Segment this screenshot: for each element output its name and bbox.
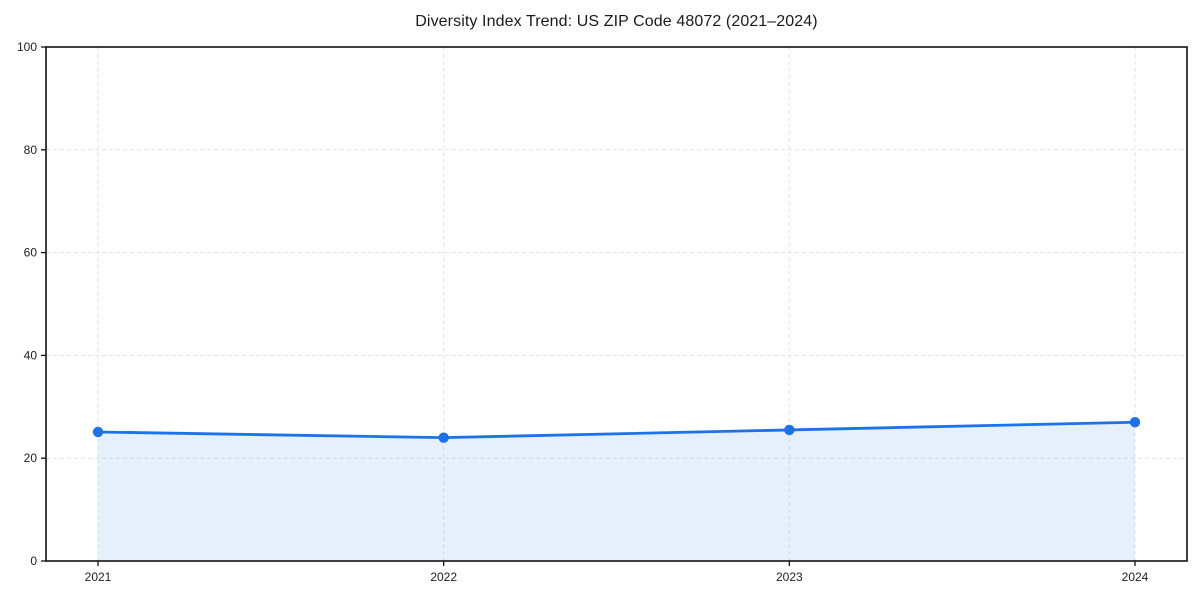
y-tick-label: 20	[24, 451, 38, 465]
y-tick-label: 80	[24, 143, 38, 157]
data-point-2024	[1129, 417, 1141, 428]
y-tick-label: 100	[17, 40, 37, 54]
x-tick-label: 2021	[85, 570, 112, 584]
y-tick-label: 40	[24, 348, 38, 362]
area-fill	[98, 422, 1135, 561]
data-point-2023	[784, 424, 795, 436]
plot-border	[45, 46, 1188, 562]
data-point-2021	[92, 426, 104, 438]
chart-title: Diversity Index Trend: US ZIP Code 48072…	[415, 13, 818, 30]
y-tick-label: 60	[24, 246, 38, 260]
y-tick-label: 0	[30, 554, 37, 568]
data-point-2022	[438, 432, 449, 443]
x-tick-label: 2022	[430, 570, 457, 584]
x-tick-label: 2024	[1122, 570, 1149, 584]
line-series	[96, 420, 1137, 440]
x-tick-label: 2023	[776, 570, 803, 584]
